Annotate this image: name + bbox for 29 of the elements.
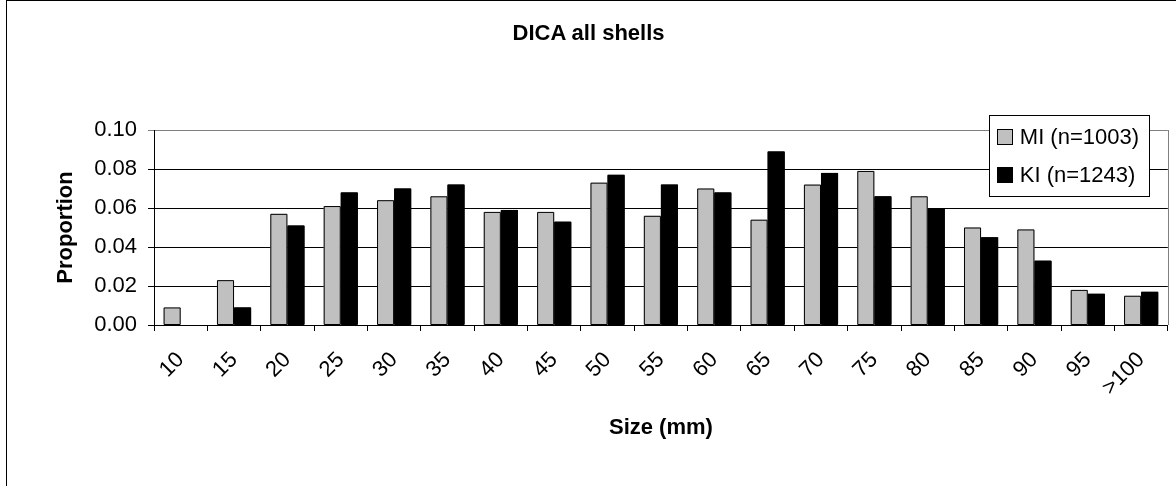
y-tick-label: 0.04: [94, 233, 137, 259]
x-tick-label: 30: [366, 346, 402, 382]
legend-label: MI (n=1003): [1019, 124, 1140, 150]
x-tick-label: 80: [900, 346, 936, 382]
x-tick-label: 70: [793, 346, 829, 382]
y-tick-label: 0.08: [94, 155, 137, 181]
x-tick-label: 90: [1007, 346, 1043, 382]
x-tick-label: 85: [953, 346, 989, 382]
x-tick-label: 25: [313, 346, 349, 382]
x-tick-label: 65: [740, 346, 776, 382]
x-tick-label: 15: [206, 346, 242, 382]
x-tick-label: 35: [420, 346, 456, 382]
chart-title: DICA all shells: [512, 20, 665, 46]
y-axis-title: Proportion: [52, 171, 78, 284]
y-tick-label: 0.00: [94, 311, 137, 337]
x-tick-label: 10: [153, 346, 189, 382]
x-tick-label: 55: [633, 346, 669, 382]
x-tick-label: 20: [260, 346, 296, 382]
y-tick-label: 0.06: [94, 194, 137, 220]
x-axis-title: Size (mm): [608, 414, 713, 440]
x-tick-label: 75: [847, 346, 883, 382]
x-tick-label: 50: [580, 346, 616, 382]
x-tick-label: 45: [527, 346, 563, 382]
y-tick-label: 0.10: [94, 116, 137, 142]
x-tick-label: 95: [1060, 346, 1096, 382]
x-tick-label: 60: [687, 346, 723, 382]
y-tick-label: 0.02: [94, 272, 137, 298]
legend-label: KI (n=1243): [1019, 162, 1136, 188]
x-tick-label: 40: [473, 346, 509, 382]
